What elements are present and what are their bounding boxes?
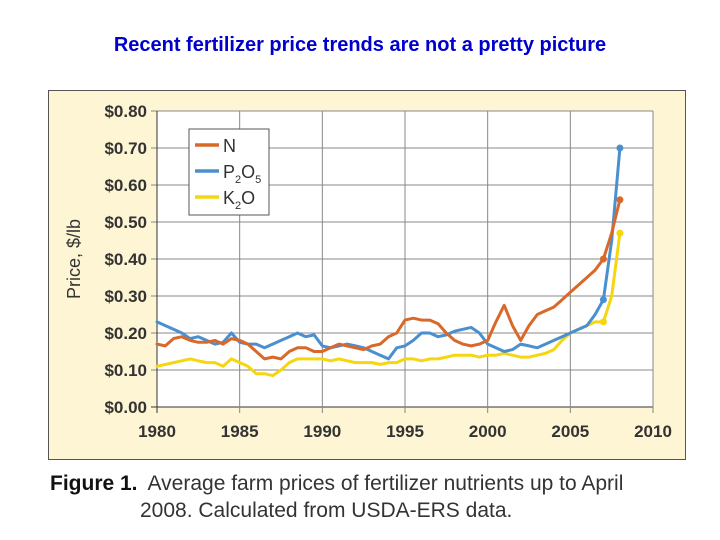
chart-panel: $0.00 $0.10 $0.20 $0.30 $0.40 $0.50 $0.60 $0.70…: [48, 90, 686, 460]
y-tick-label: $0.00: [104, 398, 147, 417]
slide-title: Recent fertilizer price trends are not a…: [113, 34, 607, 56]
series-point-p2o5: [616, 144, 624, 152]
series-point-n: [616, 196, 624, 204]
y-tick-label: $0.20: [104, 324, 147, 343]
caption-line-1: Average farm prices of fertilizer nutrie…: [147, 472, 624, 495]
caption-line-2: 2008. Calculated from USDA-ERS data.: [140, 499, 513, 522]
x-tick-label: 2010: [634, 422, 672, 441]
series-point-p2o5: [599, 296, 607, 304]
series-point-n: [599, 255, 607, 263]
series-line-k2o: [155, 231, 622, 378]
x-tick-label: 2005: [551, 422, 589, 441]
legend-entry-p2o5: P2O5: [223, 162, 261, 186]
y-tick-label: $0.60: [104, 176, 147, 195]
line-chart: $0.00 $0.10 $0.20 $0.30 $0.40 $0.50 $0.60 $0.70…: [64, 102, 672, 441]
y-tick-label: $0.10: [104, 361, 147, 380]
y-tick-label: $0.70: [104, 139, 147, 158]
figure-caption: Figure 1. Average farm prices of fertiliz…: [50, 470, 690, 524]
legend-entry-n: N: [223, 136, 236, 156]
figure-label: Figure 1.: [50, 472, 138, 495]
y-tick-label: $0.80: [104, 102, 147, 121]
x-tick-label: 1980: [138, 422, 176, 441]
x-tick-label: 1985: [221, 422, 259, 441]
series-point-k2o: [616, 229, 624, 237]
series-line-n: [155, 198, 622, 361]
series-line-p2o5: [155, 146, 622, 361]
x-tick-label: 2000: [469, 422, 507, 441]
y-axis-label: Price, $/lb: [64, 219, 84, 299]
x-tick-label: 1995: [386, 422, 424, 441]
series-point-k2o: [599, 318, 607, 326]
y-tick-label: $0.40: [104, 250, 147, 269]
y-tick-label: $0.30: [104, 287, 147, 306]
legend-entry-k2o: K2O: [223, 188, 255, 212]
y-tick-label: $0.50: [104, 213, 147, 232]
x-tick-label: 1990: [303, 422, 341, 441]
